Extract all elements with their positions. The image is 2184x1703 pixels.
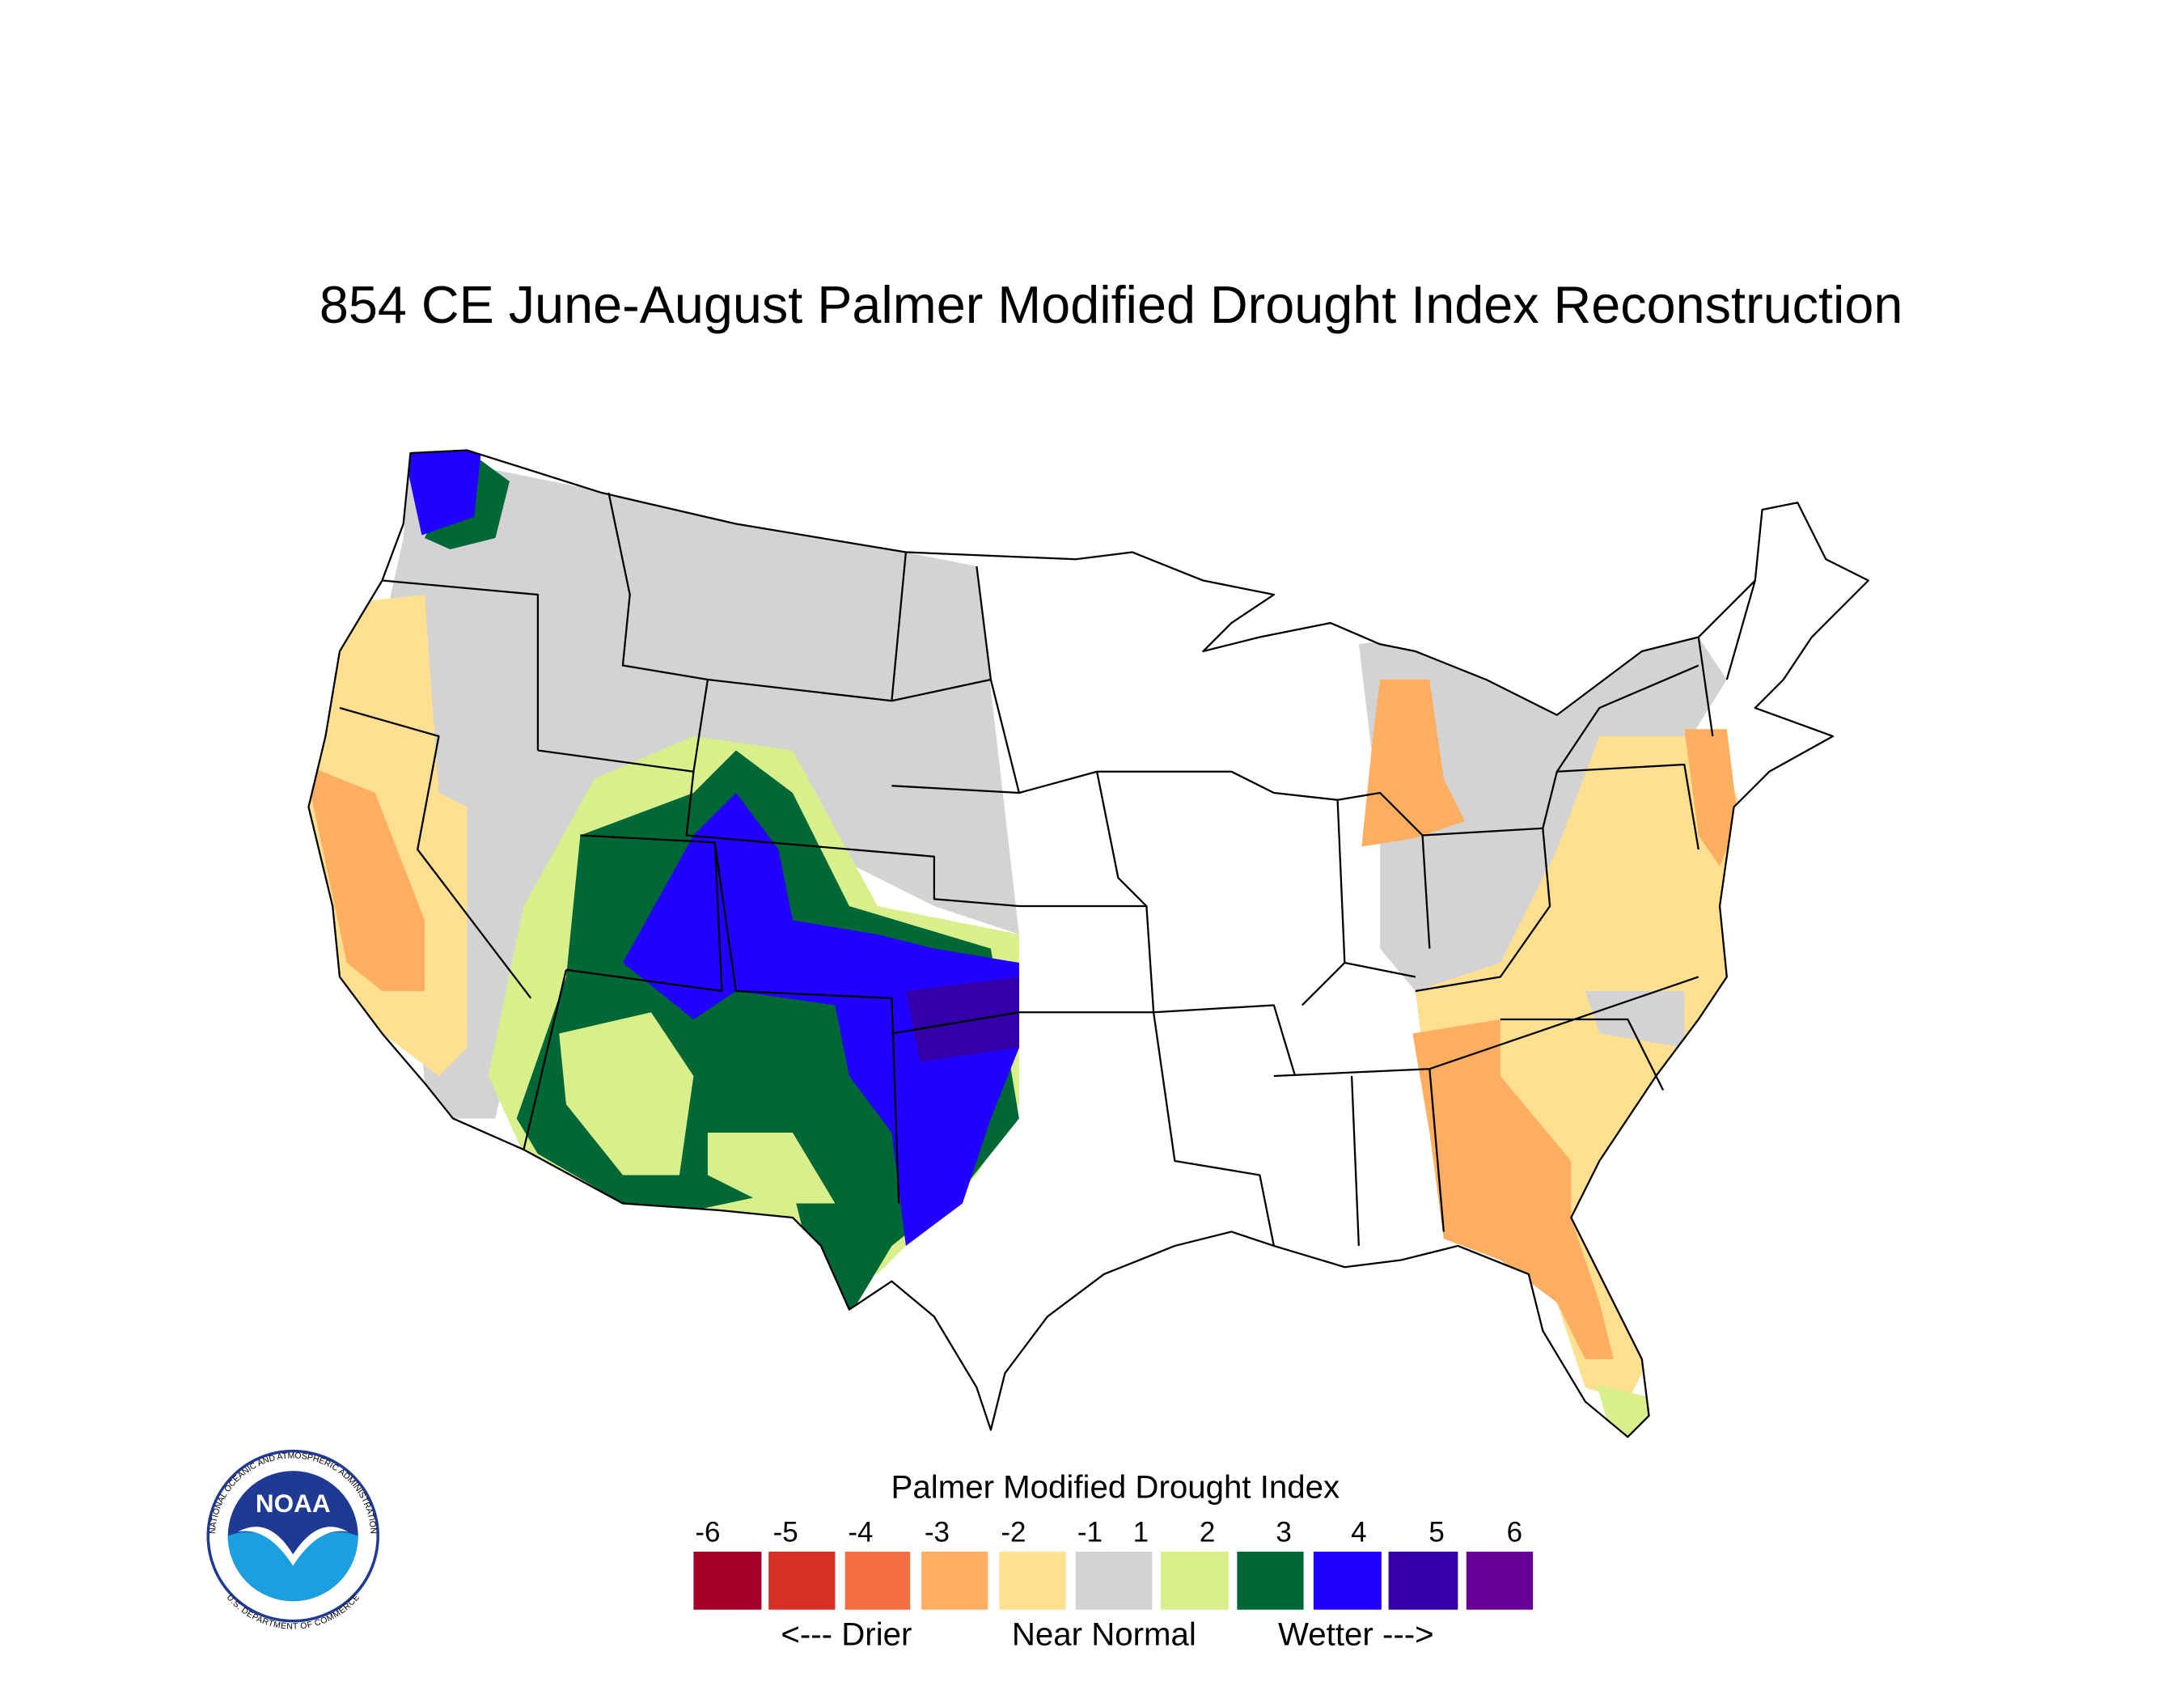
extreme-wet-patch — [905, 976, 1019, 1062]
legend-swatch — [921, 1551, 988, 1610]
logo-water — [227, 1531, 358, 1602]
legend-tick-label: 1 — [1133, 1517, 1149, 1548]
legend-swatch — [844, 1551, 911, 1610]
new-mexico-patch — [707, 1132, 836, 1204]
legend-tick-label: -2 — [1001, 1517, 1026, 1548]
legend-title: Palmer Modified Drought Index — [891, 1468, 1340, 1505]
drier-southeast — [1412, 1019, 1614, 1359]
legend-tick-label: 4 — [1351, 1517, 1366, 1548]
near-normal-east — [1358, 637, 1727, 991]
legend-swatch — [1466, 1551, 1534, 1610]
legend-tick-label: -6 — [695, 1517, 720, 1548]
legend-tick-label: 5 — [1428, 1517, 1444, 1548]
map-title: 854 CE June-August Palmer Modified Droug… — [320, 275, 1903, 334]
much-wetter-plains — [622, 793, 1019, 1246]
legend-swatch — [768, 1551, 836, 1610]
legend-label: Near Normal — [1012, 1616, 1196, 1652]
legend-tick-label: 2 — [1200, 1517, 1215, 1548]
legend-tick-label: -3 — [925, 1517, 950, 1548]
legend: Palmer Modified Drought Index -6 -5 -4 -3 -2… — [693, 1468, 1534, 1652]
legend-swatch — [1075, 1551, 1153, 1610]
much-wetter-washington — [403, 450, 481, 536]
legend-tick-label: -1 — [1077, 1517, 1103, 1548]
legend-tick-label: 3 — [1276, 1517, 1291, 1548]
legend-swatch — [1313, 1551, 1382, 1610]
legend-swatch — [693, 1551, 762, 1610]
legend-tick-label: 6 — [1507, 1517, 1522, 1548]
legend-tick-label: -5 — [773, 1517, 798, 1548]
drier-california — [308, 765, 425, 991]
legend-swatch — [1237, 1551, 1304, 1610]
logo-bird — [237, 1527, 349, 1566]
legend-tick-label: -4 — [848, 1517, 873, 1548]
legend-label: Wetter ---> — [1278, 1616, 1434, 1652]
drier-new-jersey — [1684, 729, 1738, 866]
near-normal-carolina — [1585, 990, 1685, 1048]
legend-swatch — [1160, 1551, 1229, 1610]
noaa-logo: NOAA NATIONAL OCEANIC AND ATMOSPHERIC AD… — [206, 1449, 379, 1632]
arizona-patch — [559, 1012, 694, 1176]
drier-michigan — [1361, 680, 1466, 847]
legend-swatch — [999, 1551, 1066, 1610]
pmdi-field — [308, 450, 1742, 1438]
legend-label: <--- Drier — [781, 1616, 912, 1652]
state-borders — [307, 449, 1869, 1438]
logo-name: NOAA — [256, 1489, 331, 1518]
us-map — [307, 449, 1869, 1438]
legend-swatch — [1388, 1551, 1458, 1610]
